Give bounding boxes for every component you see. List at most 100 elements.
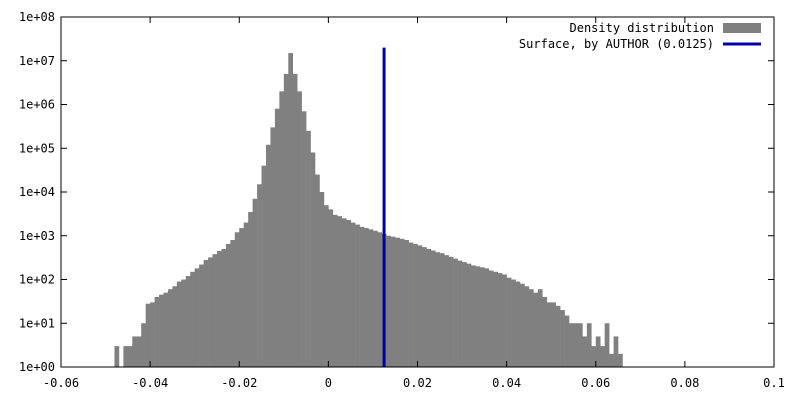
histogram-bar (457, 260, 463, 367)
histogram-bar (555, 305, 561, 367)
histogram-bar (502, 274, 507, 367)
histogram-bar (417, 245, 423, 367)
histogram-bar (421, 247, 427, 367)
x-tick-label: 0.08 (670, 376, 699, 390)
histogram-bar (154, 296, 160, 367)
histogram-bar (470, 265, 476, 367)
histogram-bar (239, 228, 245, 367)
histogram-bar (511, 279, 516, 367)
legend-label-density: Density distribution (570, 21, 715, 35)
x-tick-label: 0 (325, 376, 332, 390)
histogram-bar (524, 286, 530, 367)
histogram-bar (560, 310, 565, 367)
histogram-bar (528, 289, 534, 367)
axis-ticks: -0.06 -0.04 -0.02 0 0.02 0.04 0.06 0.08 0.1 1e+00… (19, 10, 785, 390)
histogram-bar (261, 165, 267, 367)
histogram-bar (194, 268, 200, 367)
histogram-bar (466, 263, 472, 367)
histogram-bar (243, 222, 249, 367)
histogram-bar (315, 174, 320, 367)
histogram-bar (292, 73, 298, 368)
histogram-bar (328, 209, 334, 367)
histogram-bar (493, 271, 499, 367)
histogram-bar (404, 239, 409, 367)
histogram-bar (435, 252, 441, 367)
histogram-bar (252, 198, 258, 367)
y-tick-label: 1e+03 (19, 229, 55, 243)
x-tick-label: -0.02 (221, 376, 257, 390)
histogram-bar (355, 224, 360, 367)
histogram-bar (399, 238, 405, 367)
histogram-bar (542, 296, 548, 367)
histogram-bar (145, 303, 151, 367)
histogram-bar (341, 218, 347, 367)
y-tick-label: 1e+01 (19, 316, 55, 330)
histogram-bar (150, 302, 155, 367)
histogram-bar (368, 229, 374, 367)
histogram-bar (604, 323, 610, 367)
histogram-bar (159, 294, 164, 367)
histogram-bar (359, 226, 365, 367)
histogram-bar (190, 271, 195, 367)
histogram-bar (453, 258, 458, 367)
histogram-bar (479, 267, 485, 367)
histogram-bar (270, 127, 276, 367)
histogram-bar (537, 289, 543, 367)
histogram-bar (484, 268, 490, 367)
histogram-bar (519, 283, 525, 367)
y-tick-label: 1e+07 (19, 54, 55, 68)
histogram-bar (533, 292, 539, 367)
histogram-bar (283, 73, 289, 368)
x-tick-label: -0.04 (132, 376, 168, 390)
histogram-bar (248, 211, 253, 367)
histogram-bar (136, 336, 142, 367)
histogram-bar (288, 53, 294, 368)
histogram-bar (551, 302, 556, 367)
x-tick-label: -0.06 (43, 376, 79, 390)
legend-label-surface: Surface, by AUTHOR (0.0125) (519, 37, 714, 51)
histogram-bar (569, 323, 574, 367)
x-tick-label: 0.02 (403, 376, 432, 390)
histogram-bar (306, 130, 311, 367)
histogram-bar (395, 237, 400, 367)
histogram-bar (350, 222, 356, 367)
y-tick-label: 1e+00 (19, 360, 55, 374)
histogram-bar (377, 232, 383, 367)
y-tick-label: 1e+08 (19, 10, 55, 24)
histogram-bar (430, 250, 436, 367)
histogram-bar (475, 266, 481, 367)
histogram-bar (257, 184, 262, 367)
histogram-bar (426, 248, 432, 367)
histogram-bar (613, 336, 619, 367)
histogram-bar (462, 262, 467, 367)
histogram-bar (221, 248, 227, 367)
y-tick-label: 1e+05 (19, 141, 55, 155)
histogram-bar (618, 353, 623, 367)
histogram-bar (346, 219, 351, 367)
histogram-bar (408, 242, 414, 367)
histogram-bar (141, 323, 146, 367)
histogram-bar (310, 152, 316, 367)
histogram-bar (577, 323, 583, 367)
histogram-bar (208, 257, 213, 367)
histogram-bar (573, 323, 579, 367)
histogram-bar (444, 255, 449, 367)
legend: Density distribution Surface, by AUTHOR … (519, 21, 761, 51)
histogram-bar (132, 336, 138, 367)
histogram-bar (172, 286, 178, 367)
histogram-bar (127, 346, 133, 367)
histogram-bar (595, 336, 601, 367)
histogram-bar (319, 192, 325, 367)
histogram-bar (185, 276, 191, 367)
y-tick-label: 1e+02 (19, 273, 55, 287)
histogram-bar (203, 259, 209, 367)
histogram-bar (591, 346, 597, 367)
histogram-bar (297, 91, 302, 367)
histogram-bar (216, 250, 222, 367)
histogram-bar (546, 302, 552, 367)
histogram-bar (323, 205, 329, 367)
histogram-bar (439, 253, 445, 367)
histogram-bar (564, 315, 570, 367)
histogram-bar (600, 346, 605, 367)
